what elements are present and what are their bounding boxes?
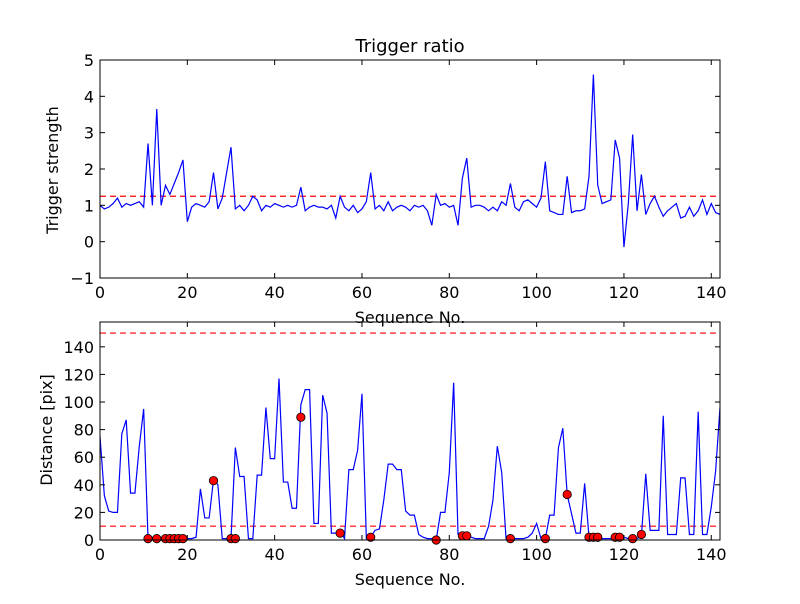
top-y-tick-label: 3 [84,124,94,143]
bottom-x-tick-label: 40 [264,545,284,564]
top-x-tick-label: 0 [95,283,105,302]
top-x-tick-label: 80 [439,283,459,302]
bottom-marker-point [335,528,345,538]
top-y-tick-label: 1 [84,196,94,215]
top-x-tick-label: 40 [264,283,284,302]
top-x-tick-label: 140 [696,283,727,302]
bottom-marker-point [593,532,603,542]
top-chart-title: Trigger ratio [354,36,464,57]
bottom-y-tick-label: 40 [74,476,94,495]
bottom-marker-point [628,534,638,544]
bottom-marker-point [540,534,550,544]
bottom-marker-point [505,534,516,544]
bottom-axes-frame [99,321,721,541]
bottom-y-tick-label: 120 [63,365,94,384]
top-chart-x-label: Sequence No. [355,308,466,327]
top-y-tick-label: 4 [84,87,94,106]
top-x-tick-label: 100 [521,283,552,302]
top-chart-y-label: Trigger strength [43,106,62,235]
bottom-x-tick-label: 80 [439,545,459,564]
bottom-marker-point [143,534,153,544]
bottom-marker-point [636,529,647,540]
bottom-y-tick-label: 20 [74,503,94,522]
top-y-tick-label: −1 [70,269,94,288]
bottom-y-tick-label: 140 [63,338,94,357]
bottom-x-tick-label: 20 [177,545,197,564]
top-chart: Trigger ratio Sequence No. Trigger stren… [43,36,727,327]
bottom-marker-point [562,489,572,500]
top-y-tick-label: 2 [84,160,94,179]
bottom-y-tick-label: 60 [74,448,94,467]
bottom-marker-point [208,476,219,486]
top-series-line-0 [100,74,720,248]
top-x-tick-label: 60 [352,283,372,302]
bottom-x-tick-label: 60 [352,545,372,564]
bottom-x-tick-label: 120 [609,545,640,564]
bottom-marker-point [230,534,240,544]
bottom-marker-point [296,412,306,422]
bottom-chart-x-label: Sequence No. [355,570,466,589]
bottom-marker-point [462,531,472,541]
top-y-tick-label: 0 [84,233,94,252]
bottom-chart: Sequence No. Distance [pix] 0 20 40 60 80 100… [37,321,727,589]
bottom-x-tick-label: 140 [696,545,727,564]
bottom-chart-y-label: Distance [pix] [37,374,56,486]
top-x-tick-label: 20 [177,283,197,302]
bottom-x-tick-label: 0 [95,545,105,564]
bottom-y-tick-label: 100 [63,393,94,412]
bottom-marker-point [152,534,162,544]
bottom-marker-point [366,532,376,542]
bottom-y-tick-label: 0 [84,531,94,550]
bottom-x-tick-label: 100 [521,545,552,564]
top-x-tick-label: 120 [609,283,640,302]
top-y-tick-label: 5 [84,51,94,70]
bottom-y-tick-label: 80 [74,421,94,440]
bottom-marker-point [178,534,188,544]
